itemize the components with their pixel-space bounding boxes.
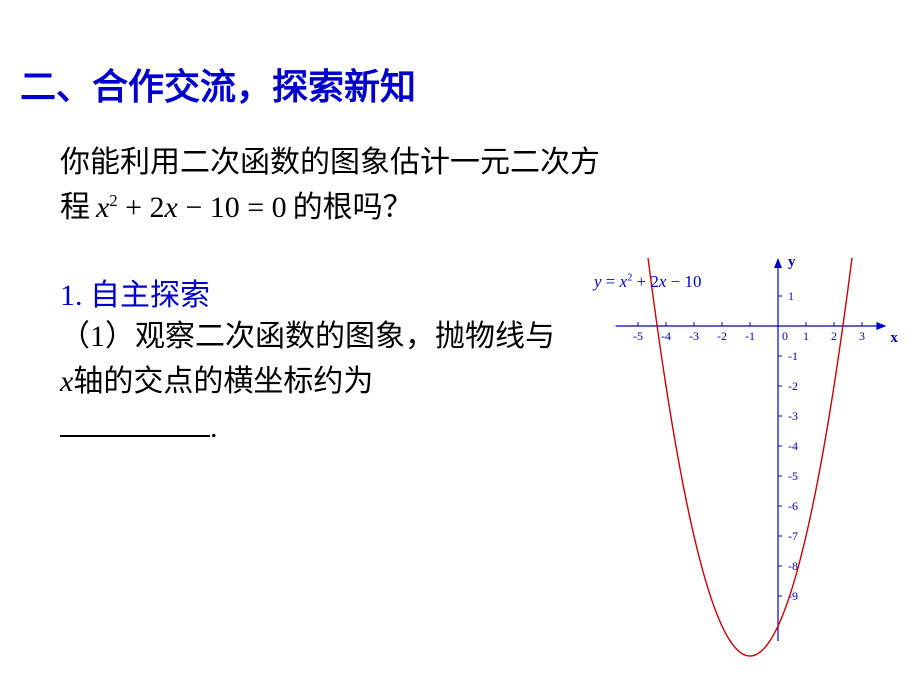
svg-text:-4: -4 [788,439,798,453]
svg-text:x: x [890,330,898,346]
chart-equation-label: y = x2 + 2x − 10 [594,272,702,292]
svg-text:-6: -6 [788,499,798,513]
svg-text:1: 1 [803,329,809,343]
blank-suffix: . [210,411,218,444]
question-equation: x2 + 2x − 10 = 0 [96,185,287,230]
question-line2: 程 x2 + 2x − 10 = 0 的根吗？ [60,185,820,230]
svg-text:-5: -5 [788,469,798,483]
question-prefix: 程 [60,185,90,230]
subtext-x: x [60,365,73,398]
chart-container: y = x2 + 2x − 10 -5-4-3-2-101231-1-2-3-4… [582,258,902,678]
svg-text:-7: -7 [788,529,798,543]
svg-text:0: 0 [782,329,788,343]
svg-text:-1: -1 [745,329,755,343]
question-block: 你能利用二次函数的图象估计一元二次方 程 x2 + 2x − 10 = 0 的根… [60,140,820,230]
svg-text:-5: -5 [633,329,643,343]
subtext-part2: 轴的交点的横坐标约为 [73,365,373,398]
svg-text:1: 1 [788,289,794,303]
svg-text:2: 2 [831,329,837,343]
question-line1: 你能利用二次函数的图象估计一元二次方 [60,140,820,185]
svg-text:-2: -2 [717,329,727,343]
question-suffix: 的根吗？ [293,185,413,230]
subtext-part1: （1）观察二次函数的图象，抛物线与 [60,320,555,353]
svg-text:-3: -3 [689,329,699,343]
section-title: 二、合作交流，探索新知 [20,58,416,110]
parabola-chart: -5-4-3-2-101231-1-2-3-4-5-6-7-8-9xy [582,258,902,678]
svg-text:-4: -4 [661,329,671,343]
svg-text:-1: -1 [788,349,798,363]
subtext-block: （1）观察二次函数的图象，抛物线与 x轴的交点的横坐标约为 . [60,314,560,450]
svg-text:y: y [788,258,796,270]
svg-text:-3: -3 [788,409,798,423]
subtitle: 1. 自主探索 [60,270,210,314]
svg-text:3: 3 [859,329,865,343]
answer-blank [60,404,210,437]
svg-text:-2: -2 [788,379,798,393]
